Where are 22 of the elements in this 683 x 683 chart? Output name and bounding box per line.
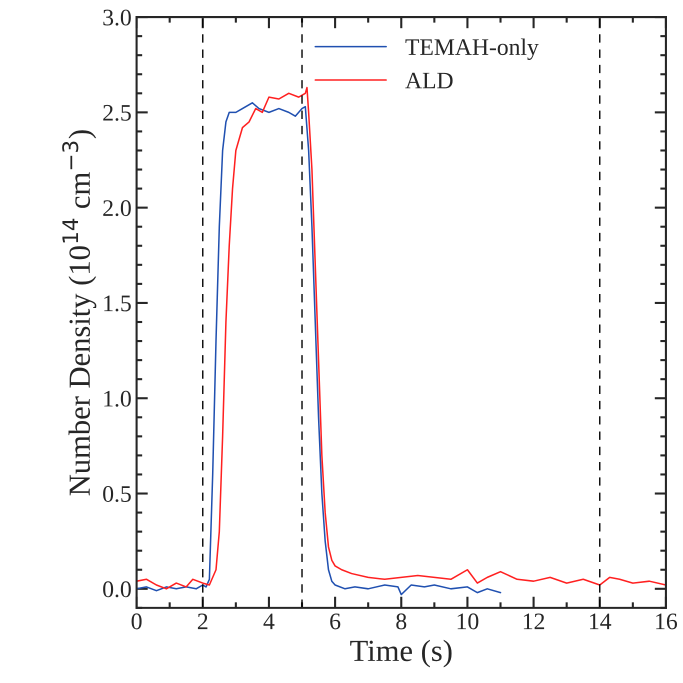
x-tick-label: 12 — [524, 613, 544, 630]
y-tick-label: 2.0 — [103, 200, 131, 216]
y-tick-label: 3.0 — [103, 10, 131, 26]
y-tick-label: 0.0 — [103, 581, 131, 598]
y-tick-label: 2.5 — [103, 104, 131, 121]
x-axis-title: Time (s) — [350, 640, 452, 668]
x-tick-label: 0 — [132, 613, 142, 630]
line-series — [136, 86, 666, 590]
legend-label: TEMAH-only — [405, 38, 539, 60]
y-axis-title: Number Density (10$^{14}$ cm$^{−3}$) — [62, 130, 96, 496]
x-tick-label: 8 — [396, 613, 406, 630]
line-series — [136, 102, 502, 596]
x-tick-label: 10 — [458, 613, 478, 630]
x-tick-label: 6 — [330, 613, 340, 630]
y-tick-label: 0.5 — [103, 486, 131, 502]
x-tick-label: 4 — [263, 614, 274, 630]
x-tick-label: 2 — [198, 613, 208, 630]
x-tick-label: 16 — [656, 613, 678, 630]
x-tick-label: 14 — [590, 614, 612, 630]
y-tick-label: 1.5 — [104, 296, 131, 312]
legend-label: ALD — [405, 72, 453, 88]
y-tick-label: 1.0 — [104, 390, 131, 407]
